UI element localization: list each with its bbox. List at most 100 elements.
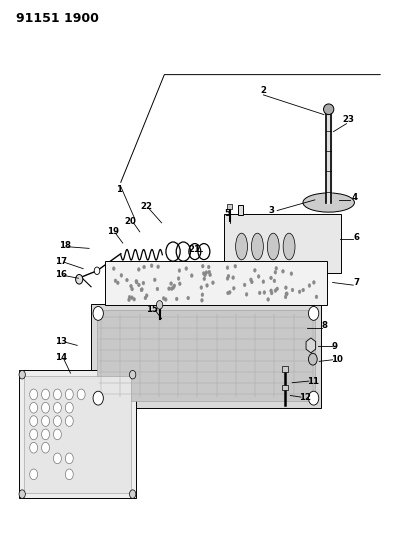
Circle shape <box>209 273 211 277</box>
Circle shape <box>129 370 136 379</box>
Text: 6: 6 <box>353 233 360 241</box>
Circle shape <box>30 469 38 480</box>
FancyBboxPatch shape <box>224 214 341 273</box>
Circle shape <box>284 295 287 299</box>
Circle shape <box>267 297 270 301</box>
Circle shape <box>205 271 208 274</box>
Circle shape <box>200 286 203 289</box>
Circle shape <box>135 280 138 284</box>
Text: 18: 18 <box>59 241 71 249</box>
Circle shape <box>250 280 253 284</box>
Circle shape <box>137 283 140 287</box>
Text: 17: 17 <box>55 257 67 265</box>
Ellipse shape <box>283 233 295 260</box>
FancyBboxPatch shape <box>282 366 288 372</box>
Circle shape <box>93 306 103 320</box>
Text: 22: 22 <box>141 203 152 211</box>
Circle shape <box>30 429 38 440</box>
Circle shape <box>274 270 277 274</box>
Circle shape <box>249 278 252 281</box>
Circle shape <box>208 270 211 274</box>
FancyBboxPatch shape <box>24 376 131 493</box>
Text: 10: 10 <box>331 356 343 364</box>
Text: 4: 4 <box>351 193 358 201</box>
Text: 15: 15 <box>147 305 158 313</box>
Circle shape <box>168 287 170 290</box>
Circle shape <box>76 274 83 284</box>
Circle shape <box>290 272 293 276</box>
Circle shape <box>112 266 115 270</box>
Text: 7: 7 <box>353 278 360 287</box>
Circle shape <box>187 296 190 300</box>
Circle shape <box>164 297 167 301</box>
Circle shape <box>93 391 103 405</box>
Circle shape <box>19 370 25 379</box>
Circle shape <box>203 277 206 281</box>
Circle shape <box>30 442 38 453</box>
Ellipse shape <box>267 233 279 260</box>
Circle shape <box>77 389 85 400</box>
Text: 8: 8 <box>322 321 328 329</box>
Circle shape <box>276 287 278 290</box>
Circle shape <box>120 273 123 277</box>
Text: 2: 2 <box>260 86 267 95</box>
Text: 23: 23 <box>343 116 354 124</box>
Circle shape <box>273 279 276 282</box>
Circle shape <box>153 278 156 281</box>
Circle shape <box>226 277 229 280</box>
Circle shape <box>172 286 175 289</box>
Circle shape <box>142 281 145 285</box>
Circle shape <box>42 429 50 440</box>
Circle shape <box>282 270 284 273</box>
Circle shape <box>286 292 288 296</box>
Circle shape <box>202 264 204 268</box>
Circle shape <box>257 274 260 278</box>
Circle shape <box>178 269 181 272</box>
Circle shape <box>270 289 272 293</box>
Circle shape <box>141 288 143 292</box>
Circle shape <box>202 271 205 275</box>
Circle shape <box>227 274 230 278</box>
Circle shape <box>243 283 246 287</box>
Circle shape <box>170 281 173 285</box>
FancyBboxPatch shape <box>19 370 136 498</box>
Circle shape <box>308 284 311 287</box>
Circle shape <box>144 296 147 300</box>
Text: 16: 16 <box>55 270 67 279</box>
Circle shape <box>53 453 61 464</box>
Circle shape <box>275 266 278 270</box>
Circle shape <box>270 276 272 280</box>
Circle shape <box>65 389 73 400</box>
Circle shape <box>30 416 38 426</box>
Circle shape <box>53 389 61 400</box>
Text: 1: 1 <box>116 185 122 193</box>
Circle shape <box>206 284 208 287</box>
Circle shape <box>137 268 140 271</box>
Circle shape <box>284 286 287 289</box>
Text: 9: 9 <box>331 342 338 351</box>
Circle shape <box>232 286 235 290</box>
Circle shape <box>211 281 214 285</box>
FancyBboxPatch shape <box>105 261 327 305</box>
Circle shape <box>315 295 318 298</box>
Circle shape <box>298 290 301 294</box>
Text: 19: 19 <box>107 228 119 236</box>
Circle shape <box>42 442 50 453</box>
Circle shape <box>150 264 153 268</box>
Circle shape <box>245 293 248 296</box>
Circle shape <box>175 297 178 301</box>
Circle shape <box>128 298 130 302</box>
Circle shape <box>228 290 231 294</box>
Circle shape <box>232 276 234 279</box>
Circle shape <box>227 291 229 295</box>
FancyBboxPatch shape <box>91 304 321 408</box>
Text: 13: 13 <box>55 337 67 345</box>
Circle shape <box>131 296 133 300</box>
Circle shape <box>270 291 273 295</box>
Circle shape <box>253 269 256 272</box>
Circle shape <box>65 402 73 413</box>
Ellipse shape <box>303 193 354 212</box>
Circle shape <box>291 288 294 292</box>
Text: 11: 11 <box>307 377 319 385</box>
Circle shape <box>53 429 61 440</box>
